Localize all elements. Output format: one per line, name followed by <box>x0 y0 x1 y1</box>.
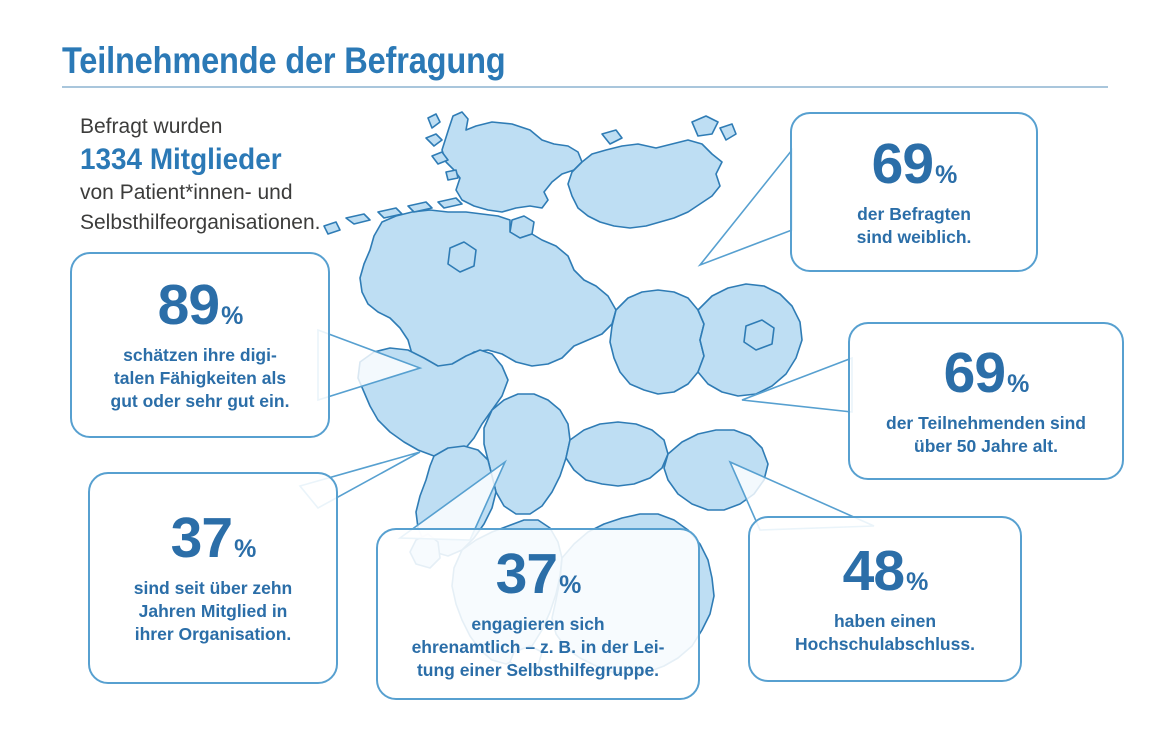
percent-symbol: % <box>935 160 957 189</box>
value-number: 89 <box>157 273 220 337</box>
callout-text-zehnjahre: sind seit über zehn Jahren Mitglied in i… <box>133 578 293 644</box>
page-title: Teilnehmende der Befragung <box>62 40 506 81</box>
callout-value-zehnjahre: 37% <box>170 506 257 570</box>
value-number: 37 <box>170 506 233 570</box>
percent-symbol: % <box>1007 369 1029 398</box>
value-number: 48 <box>842 538 905 603</box>
percent-symbol: % <box>221 302 243 330</box>
intro-member-count: 1334 Mitglieder <box>80 143 282 176</box>
value-number: 37 <box>495 542 558 606</box>
callout-text-ueber50: der Teilnehmenden sind über 50 Jahre alt… <box>886 412 1086 456</box>
callout-text-weiblich: der Befragten sind weiblich. <box>856 203 972 247</box>
callout-ueber-50[interactable]: 69% der Teilnehmenden sind über 50 Jahre… <box>848 322 1124 480</box>
callout-text-digital: schätzen ihre digi- talen Fähigkeiten al… <box>110 345 290 411</box>
intro-line-3: Selbsthilfeorganisationen. <box>80 211 321 234</box>
callout-value-weiblich: 69% <box>871 131 958 196</box>
callout-text-ehrenamt: engagieren sich ehrenamtlich – z. B. in … <box>411 614 665 680</box>
callout-text-hochschule: haben einen Hochschulabschluss. <box>795 610 975 654</box>
percent-symbol: % <box>234 535 256 563</box>
value-number: 69 <box>943 340 1006 405</box>
callout-ehrenamt[interactable]: 37% engagieren sich ehrenamtlich – z. B.… <box>376 528 700 700</box>
intro-line-2: von Patient*innen- und <box>80 181 293 204</box>
callout-value-hochschule: 48% <box>842 538 929 603</box>
callout-value-ehrenamt: 37% <box>495 542 582 606</box>
title-divider <box>62 86 1108 88</box>
callout-value-ueber50: 69% <box>943 340 1030 405</box>
percent-symbol: % <box>906 567 928 596</box>
callout-weiblich[interactable]: 69% der Befragten sind weiblich. <box>790 112 1038 272</box>
callout-zehn-jahre-mitglied[interactable]: 37% sind seit über zehn Jahren Mitglied … <box>88 472 338 684</box>
callout-hochschulabschluss[interactable]: 48% haben einen Hochschulabschluss. <box>748 516 1022 682</box>
callout-digitale-faehigkeiten[interactable]: 89% schätzen ihre digi- talen Fähigkeite… <box>70 252 330 438</box>
callout-value-digital: 89% <box>157 273 244 337</box>
intro-line-1: Befragt wurden <box>80 115 223 138</box>
intro-text-block: Befragt wurden 1334 Mitglieder von Patie… <box>80 112 410 238</box>
percent-symbol: % <box>559 571 581 599</box>
value-number: 69 <box>871 131 934 196</box>
